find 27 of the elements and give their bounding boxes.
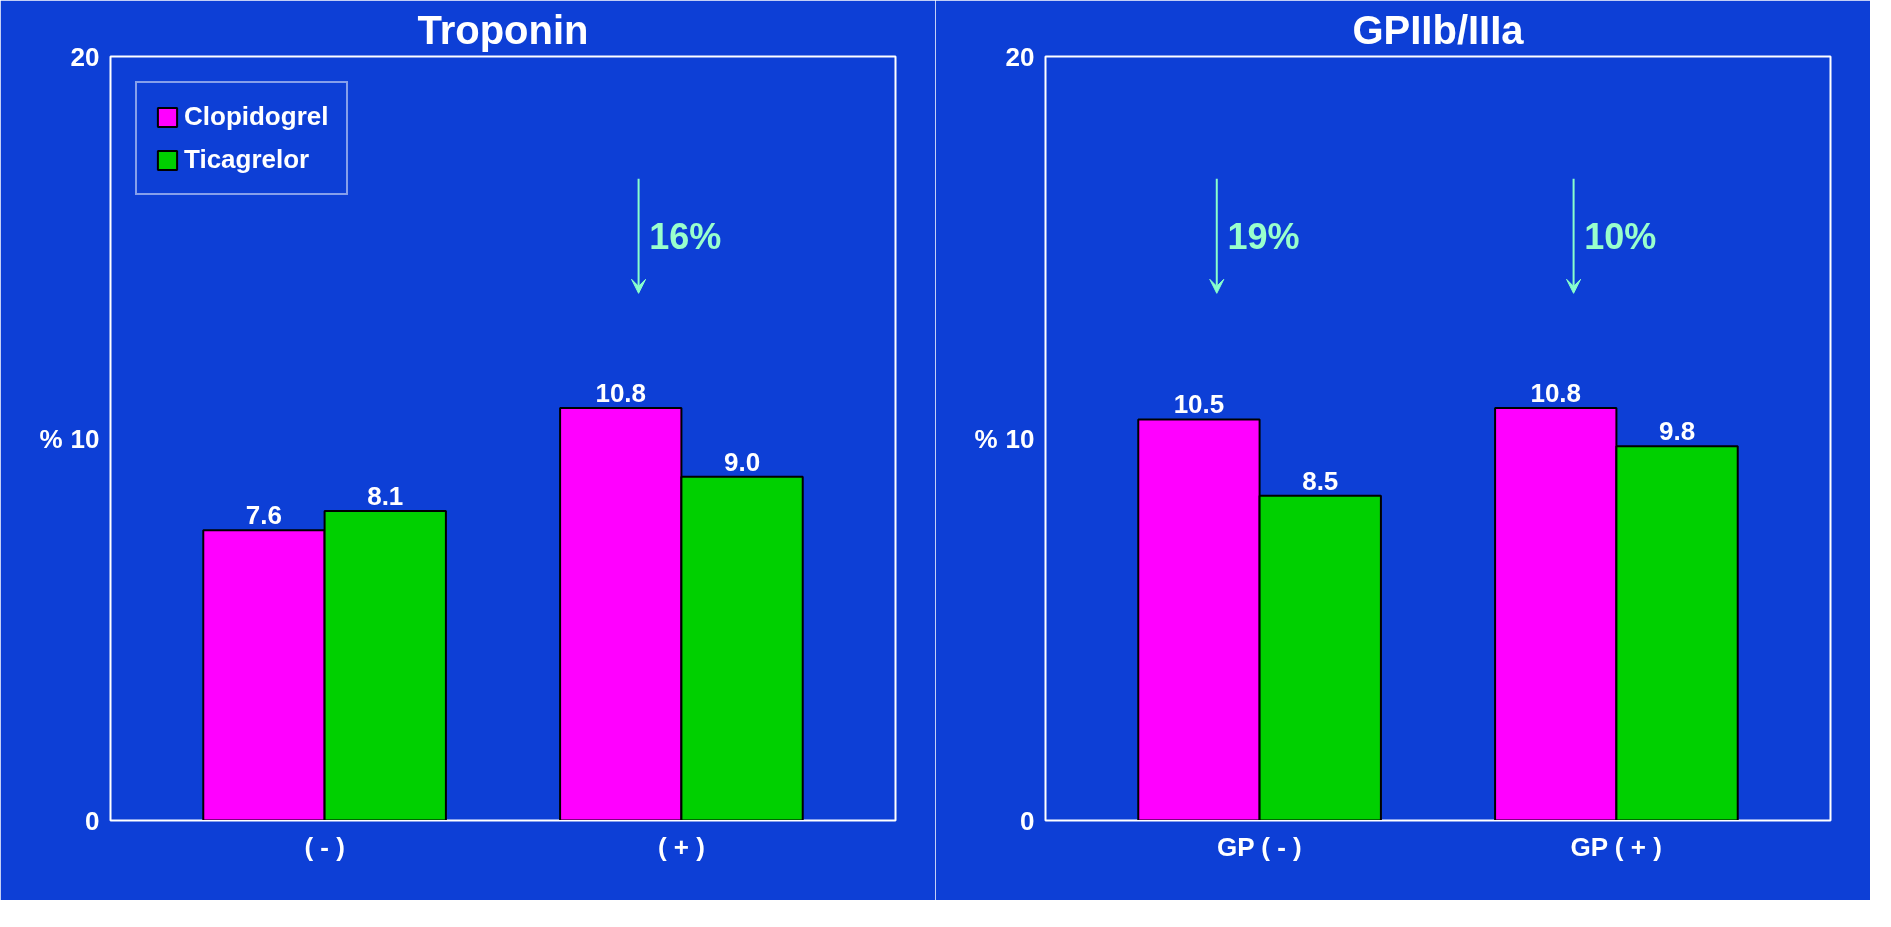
text: 9.0 [724, 446, 761, 477]
x-tick-label: ( + ) [657, 831, 705, 862]
text: 8.1 [367, 481, 404, 512]
y-tick-label: 10 [70, 423, 100, 454]
annotation: 19% [1227, 215, 1300, 257]
annotation: 10% [1584, 215, 1657, 257]
text: 9.8 [1659, 416, 1696, 447]
y-tick-label: 0 [1020, 805, 1035, 836]
x-tick-label: GP ( - ) [1216, 831, 1302, 862]
chart-title: Troponin [417, 7, 589, 52]
text: 7.6 [245, 500, 283, 531]
text: 8.5 [1302, 465, 1339, 496]
text: 10.8 [1530, 377, 1582, 408]
y-tick-label: 20 [1005, 41, 1035, 72]
legend-label: Ticagrelor [184, 144, 310, 175]
chart-title: GPIIb/IIIa [1352, 7, 1525, 52]
x-tick-label: ( - ) [304, 831, 345, 862]
y-tick-label: 10 [1005, 423, 1035, 454]
x-tick-label: GP ( + ) [1570, 831, 1662, 862]
annotation: 16% [649, 215, 722, 257]
y-tick-label: 0 [85, 805, 100, 836]
y-axis-title: % [974, 423, 998, 454]
y-axis-title: % [39, 423, 63, 454]
y-tick-label: 20 [70, 41, 100, 72]
legend-label: Clopidogrel [184, 101, 329, 132]
text: 10.5 [1173, 389, 1225, 420]
text: 10.8 [595, 377, 647, 408]
